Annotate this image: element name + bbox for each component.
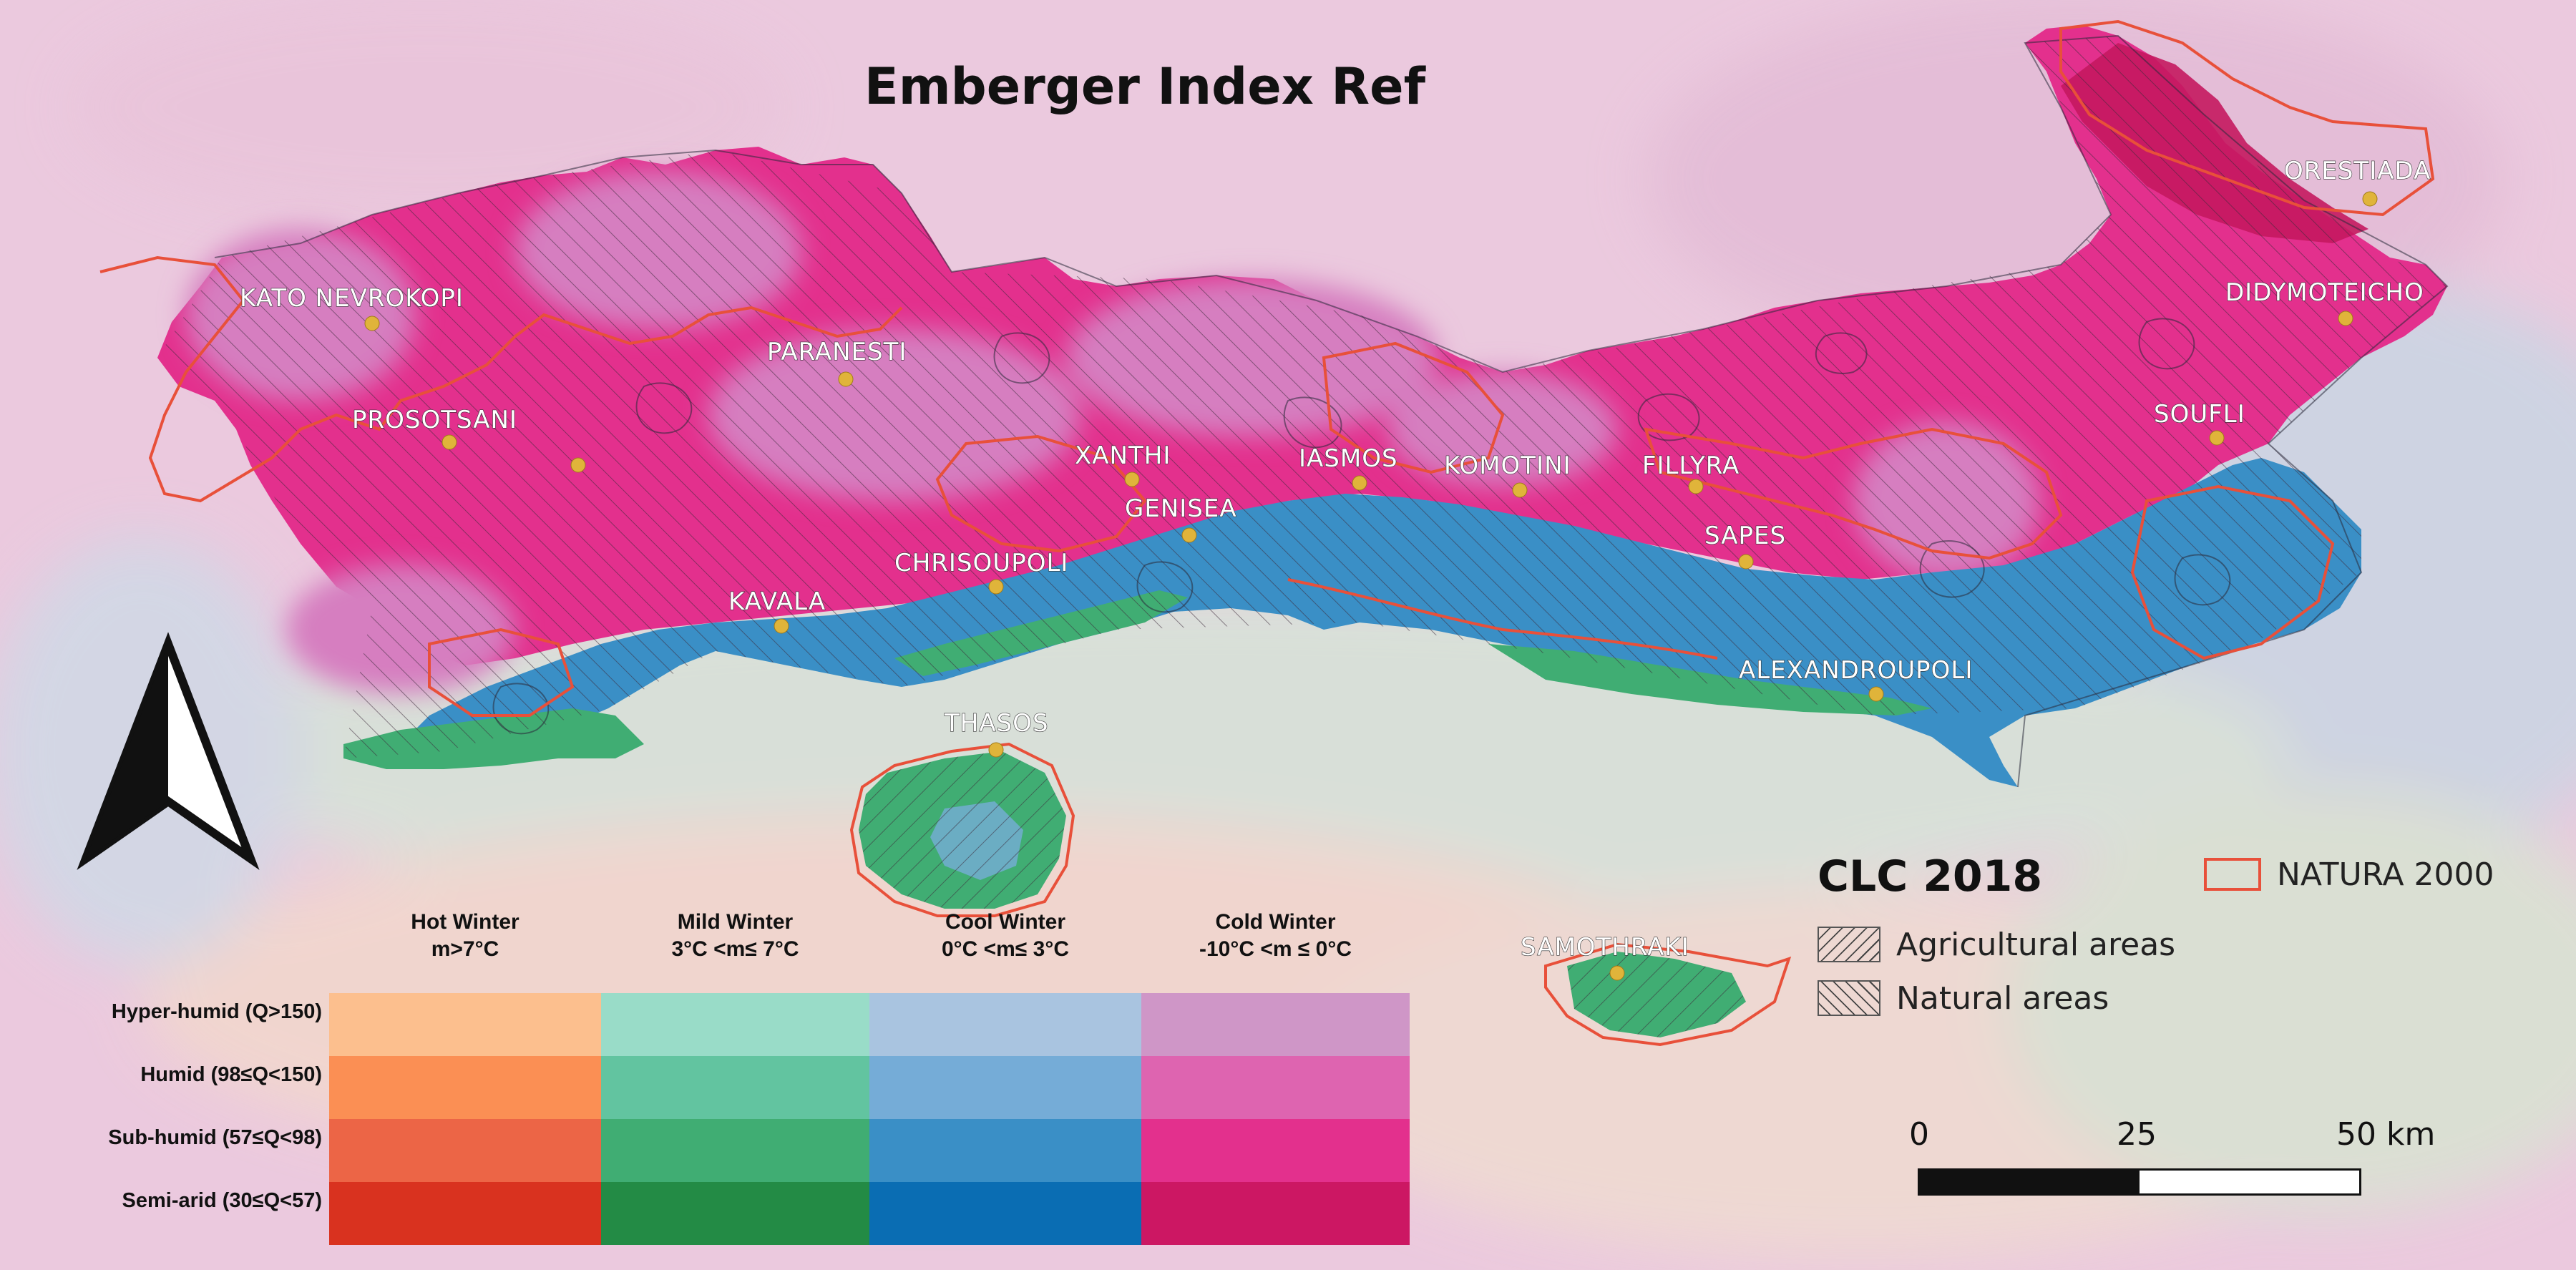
column-subtitle: -10°C <m ≤ 0°C [1199,937,1352,961]
town-label: PARANESTI [767,338,907,366]
scale-tick-25: 25 [2117,1116,2157,1153]
column-title: Mild Winter [677,910,794,934]
legend-color-cell [1141,1182,1410,1245]
legend-column-header: Hot Winter m>7°C [329,909,601,963]
town-labels: KATO NEVROKOPI PROSOTSANI PARANESTI XANT… [239,156,2431,962]
scale-tick-0: 0 [1909,1116,1929,1153]
natura-label: NATURA 2000 [2277,856,2494,893]
field-boundaries [214,34,2449,788]
legend-row-label: Humid (98≤Q<150) [140,1063,322,1086]
column-subtitle: 0°C <m≤ 3°C [941,937,1070,961]
town-label: PROSOTSANI [352,406,517,434]
legend-color-cell [869,1182,1141,1245]
legend-color-cell [329,1119,601,1182]
town-label: ALEXANDROUPOLI [1739,656,1973,685]
clc-agricultural-label: Agricultural areas [1896,926,2176,963]
column-subtitle: m>7°C [431,937,499,961]
legend-color-cell [329,1056,601,1119]
town-label: DIDYMOTEICHO [2225,278,2424,307]
clc-legend-title: CLC 2018 [1818,851,2043,902]
legend-row-label: Sub-humid (57≤Q<98) [108,1126,322,1149]
legend-color-cell [601,1119,869,1182]
legend-color-cell [869,1056,1141,1119]
legend-color-cell [1141,1056,1410,1119]
clc-natural-entry: Natural areas [1818,977,2109,1020]
natura-swatch [2204,858,2261,891]
town-label: SAPES [1704,522,1786,550]
legend-color-cell [1141,993,1410,1056]
scale-bar [1918,1168,2361,1196]
legend-color-cell [601,993,869,1056]
legend-color-cell [869,1119,1141,1182]
clc-agricultural-entry: Agricultural areas [1818,923,2175,966]
column-title: Cool Winter [945,910,1066,934]
town-label: ORESTIADA [2284,157,2431,185]
legend-column-header: Cool Winter 0°C <m≤ 3°C [869,909,1141,963]
legend-color-cell [329,1182,601,1245]
thasos-island [849,742,1075,917]
town-label: SOUFLI [2154,400,2245,429]
natura-2000-outlines [99,19,2435,717]
town-label: IASMOS [1299,444,1398,473]
town-label: GENISEA [1125,494,1237,523]
map-title: Emberger Index Ref [864,57,1426,116]
town-label: XANTHI [1075,441,1171,470]
scale-tick-50: 50 km [2336,1116,2436,1153]
legend-color-cell [329,993,601,1056]
town-label: KOMOTINI [1444,451,1571,480]
natural-swatch [1818,980,1880,1016]
town-label: KAVALA [728,587,826,616]
town-label: CHRISOUPOLI [894,549,1068,577]
column-title: Cold Winter [1215,910,1336,934]
scale-bar-black-segment [1920,1171,2140,1193]
legend-column-header: Mild Winter 3°C <m≤ 7°C [601,909,869,963]
clc-natural-label: Natural areas [1896,980,2109,1017]
legend-color-cell [869,993,1141,1056]
north-arrow-icon [77,632,260,871]
town-label: FILLYRA [1642,451,1740,480]
legend-row-label: Hyper-humid (Q>150) [111,1000,322,1023]
column-title: Hot Winter [411,910,519,934]
town-dots [364,191,2378,981]
legend-color-cell [601,1182,869,1245]
climate-legend: Hot Winter m>7°C Mild Winter 3°C <m≤ 7°C… [21,909,1417,1252]
column-subtitle: 3°C <m≤ 7°C [671,937,799,961]
legend-column-header: Cold Winter -10°C <m ≤ 0°C [1141,909,1410,963]
legend-color-cell [1141,1119,1410,1182]
legend-row-label: Semi-arid (30≤Q<57) [122,1189,322,1212]
town-label: SAMOTHRAKI [1521,933,1689,962]
town-label: THASOS [944,709,1049,738]
town-label: KATO NEVROKOPI [240,284,464,313]
natura-legend-entry: NATURA 2000 [2204,853,2494,896]
agricultural-swatch [1818,927,1880,962]
legend-color-cell [601,1056,869,1119]
